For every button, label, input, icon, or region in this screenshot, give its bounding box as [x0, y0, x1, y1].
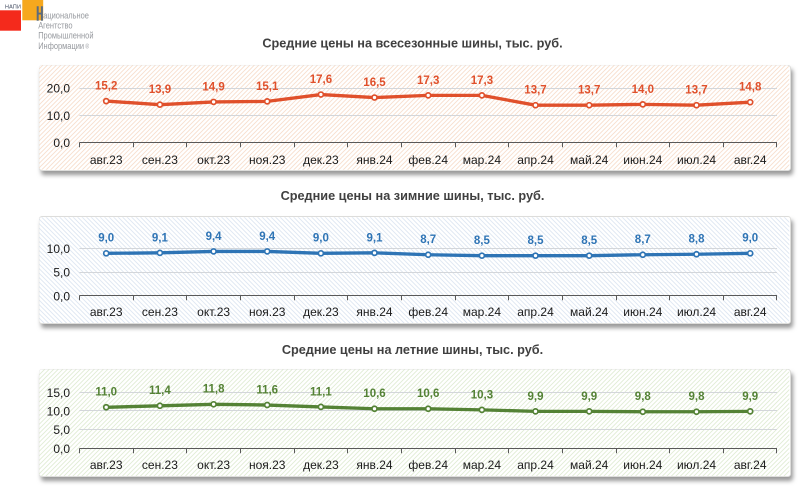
svg-text:окт.23: окт.23 [197, 153, 230, 167]
svg-text:ноя.23: ноя.23 [249, 458, 286, 472]
svg-text:8,5: 8,5 [474, 235, 491, 247]
svg-text:авг.23: авг.23 [90, 153, 123, 167]
svg-text:апр.24: апр.24 [517, 153, 554, 167]
svg-text:июн.24: июн.24 [623, 305, 662, 319]
svg-text:15,2: 15,2 [95, 81, 117, 93]
svg-text:10,3: 10,3 [471, 389, 493, 401]
svg-text:11,4: 11,4 [149, 385, 171, 397]
svg-text:Промышленной: Промышленной [38, 30, 93, 41]
svg-text:дек.23: дек.23 [303, 458, 339, 472]
svg-text:11,1: 11,1 [310, 386, 332, 398]
svg-text:8,8: 8,8 [689, 234, 706, 246]
svg-text:сен.23: сен.23 [142, 458, 178, 472]
svg-text:10,6: 10,6 [363, 388, 385, 400]
svg-text:14,8: 14,8 [739, 82, 762, 94]
svg-text:14,0: 14,0 [632, 84, 654, 96]
svg-text:10,0: 10,0 [47, 242, 71, 256]
svg-text:ноя.23: ноя.23 [249, 305, 286, 319]
svg-text:НАПИ: НАПИ [5, 4, 21, 10]
svg-text:апр.24: апр.24 [517, 305, 554, 319]
svg-text:9,0: 9,0 [98, 233, 114, 245]
svg-text:май.24: май.24 [570, 458, 609, 472]
svg-text:13,7: 13,7 [685, 85, 707, 97]
svg-text:дек.23: дек.23 [303, 305, 339, 319]
svg-text:мар.24: мар.24 [463, 458, 502, 472]
svg-text:8,5: 8,5 [581, 235, 598, 247]
svg-text:5,0: 5,0 [53, 423, 70, 437]
svg-text:8,7: 8,7 [635, 234, 651, 246]
svg-text:авг.24: авг.24 [734, 153, 767, 167]
svg-text:ациональное: ациональное [43, 10, 89, 21]
svg-text:авг.23: авг.23 [90, 458, 123, 472]
svg-text:14,9: 14,9 [202, 81, 224, 93]
svg-text:9,1: 9,1 [152, 232, 169, 244]
svg-text:фев.24: фев.24 [408, 305, 448, 319]
svg-text:11,0: 11,0 [95, 387, 117, 399]
svg-text:17,3: 17,3 [417, 75, 439, 87]
svg-text:9,8: 9,8 [635, 391, 652, 403]
svg-text:0,0: 0,0 [53, 289, 70, 303]
svg-text:10,0: 10,0 [47, 109, 71, 123]
svg-text:16,5: 16,5 [363, 77, 386, 89]
svg-text:окт.23: окт.23 [197, 458, 230, 472]
svg-text:сен.23: сен.23 [142, 153, 178, 167]
svg-text:янв.24: янв.24 [356, 153, 393, 167]
svg-text:20,0: 20,0 [47, 81, 71, 95]
svg-text:май.24: май.24 [570, 153, 609, 167]
svg-text:Средние цены на всесезонные ши: Средние цены на всесезонные шины, тыс. р… [262, 37, 562, 51]
svg-text:13,7: 13,7 [578, 85, 600, 97]
svg-text:10,0: 10,0 [47, 404, 71, 418]
svg-text:15,1: 15,1 [256, 81, 279, 93]
svg-text:фев.24: фев.24 [408, 458, 448, 472]
svg-text:Средние цены на летние шины, т: Средние цены на летние шины, тыс. руб. [282, 343, 543, 357]
svg-text:9,9: 9,9 [528, 391, 544, 403]
svg-text:авг.23: авг.23 [90, 305, 123, 319]
svg-text:Средние цены на зимние шины, т: Средние цены на зимние шины, тыс. руб. [281, 189, 545, 203]
svg-text:апр.24: апр.24 [517, 458, 554, 472]
svg-text:9,9: 9,9 [742, 391, 758, 403]
svg-text:13,7: 13,7 [524, 85, 546, 97]
svg-text:10,6: 10,6 [417, 388, 439, 400]
svg-text:янв.24: янв.24 [356, 305, 393, 319]
svg-text:9,0: 9,0 [742, 233, 758, 245]
svg-text:8,5: 8,5 [528, 235, 545, 247]
svg-text:ноя.23: ноя.23 [249, 153, 286, 167]
svg-text:Агентство: Агентство [38, 20, 73, 31]
svg-text:0,0: 0,0 [53, 136, 70, 150]
svg-text:июл.24: июл.24 [677, 153, 716, 167]
svg-text:авг.24: авг.24 [734, 305, 767, 319]
svg-text:дек.23: дек.23 [303, 153, 339, 167]
svg-text:июн.24: июн.24 [623, 458, 662, 472]
svg-text:сен.23: сен.23 [142, 305, 178, 319]
svg-text:фев.24: фев.24 [408, 153, 448, 167]
svg-text:июн.24: июн.24 [623, 153, 662, 167]
svg-text:9,8: 9,8 [689, 391, 706, 403]
svg-text:9,9: 9,9 [581, 391, 597, 403]
svg-text:11,8: 11,8 [203, 384, 225, 396]
svg-text:8,7: 8,7 [420, 234, 436, 246]
svg-text:июл.24: июл.24 [677, 458, 716, 472]
svg-text:0,0: 0,0 [53, 442, 70, 456]
svg-text:9,4: 9,4 [259, 231, 276, 243]
svg-text:Информации: Информации [38, 40, 84, 51]
svg-text:окт.23: окт.23 [197, 305, 230, 319]
svg-text:13,9: 13,9 [149, 84, 171, 96]
svg-text:мар.24: мар.24 [463, 305, 502, 319]
svg-text:®: ® [85, 43, 89, 51]
svg-text:авг.24: авг.24 [734, 458, 767, 472]
svg-text:мар.24: мар.24 [463, 153, 502, 167]
svg-text:5,0: 5,0 [53, 266, 70, 280]
svg-text:15,0: 15,0 [47, 386, 71, 400]
svg-text:июл.24: июл.24 [677, 305, 716, 319]
svg-text:9,4: 9,4 [206, 231, 223, 243]
svg-text:17,3: 17,3 [471, 75, 493, 87]
svg-text:янв.24: янв.24 [356, 458, 393, 472]
svg-text:9,1: 9,1 [367, 232, 384, 244]
svg-text:11,6: 11,6 [256, 384, 278, 396]
svg-text:17,6: 17,6 [310, 74, 332, 86]
svg-text:май.24: май.24 [570, 305, 609, 319]
svg-text:9,0: 9,0 [313, 233, 329, 245]
